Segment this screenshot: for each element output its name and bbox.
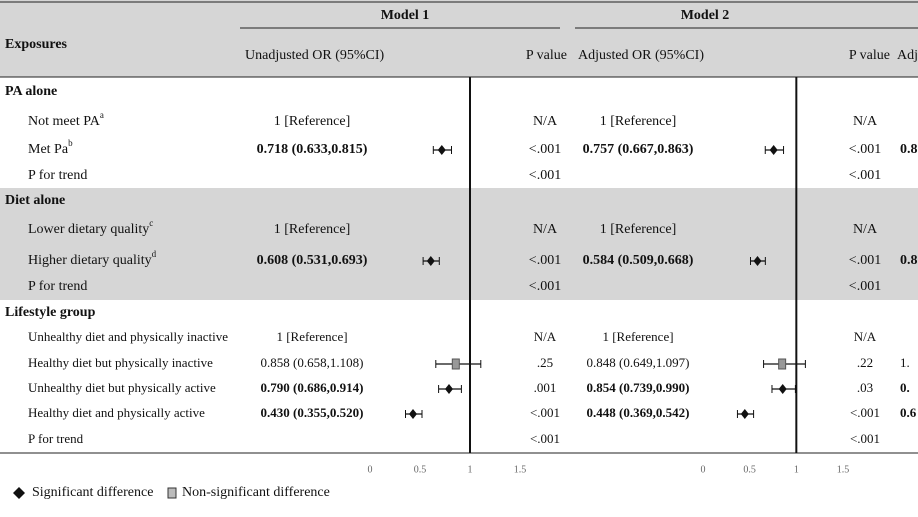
tick-label: 0	[701, 464, 706, 475]
section-band	[0, 188, 918, 300]
header-band	[0, 0, 918, 77]
point-estimate	[778, 358, 787, 370]
col-heading: Unadjusted OR (95%CI)	[245, 48, 385, 63]
model3-text: 1.	[900, 355, 910, 370]
tick-label: 0.5	[414, 464, 427, 475]
superscript: b	[68, 138, 73, 148]
p-value: .001	[534, 380, 557, 395]
or-text: 1 [Reference]	[276, 329, 347, 344]
point-estimate	[753, 256, 762, 266]
row-label: P for trend	[28, 168, 87, 183]
row-label: Healthy diet but physically inactive	[28, 355, 213, 370]
model2-heading: Model 2	[681, 8, 730, 23]
superscript: d	[152, 249, 157, 259]
p-value: <.001	[850, 405, 880, 420]
row-label: Unhealthy diet and physically inactive	[28, 329, 228, 344]
model3-text: 0.6	[900, 405, 917, 420]
or-text: 1 [Reference]	[274, 114, 351, 129]
point-estimate	[445, 384, 453, 394]
point-estimate	[437, 145, 446, 155]
p-value: <.001	[849, 142, 881, 157]
tick-label: 1.5	[514, 464, 527, 475]
p-value: .25	[537, 355, 553, 370]
row-label: Higher dietary qualityd	[28, 249, 157, 268]
p-value: <.001	[529, 279, 561, 294]
or-text: 0.448 (0.369,0.542)	[587, 405, 690, 420]
p-value: <.001	[529, 168, 561, 183]
point-estimate	[769, 145, 778, 155]
row-label: Met Pab	[28, 138, 73, 157]
exposures-heading: Exposures	[5, 37, 68, 52]
or-text: 1 [Reference]	[602, 329, 673, 344]
section-title: Diet alone	[5, 193, 65, 208]
or-text: 0.854 (0.739,0.990)	[587, 380, 690, 395]
or-text: 0.790 (0.686,0.914)	[261, 380, 364, 395]
legend-diamond	[13, 487, 25, 499]
model3-text: 0.8	[900, 253, 918, 268]
col-heading: Adj	[897, 48, 918, 63]
p-value: <.001	[849, 253, 881, 268]
or-text: 0.608 (0.531,0.693)	[257, 253, 368, 268]
point-estimate	[778, 384, 787, 394]
tick-label: 1	[794, 464, 799, 475]
p-value: N/A	[853, 114, 878, 129]
tick-label: 1.5	[837, 464, 850, 475]
col-heading: Adjusted OR (95%CI)	[578, 48, 704, 63]
tick-label: 0.5	[743, 464, 756, 475]
point-estimate	[740, 409, 749, 419]
section-title: Lifestyle group	[5, 305, 96, 320]
p-value: <.001	[529, 142, 561, 157]
backgrounds	[0, 188, 918, 300]
p-value: N/A	[534, 329, 557, 344]
p-value: <.001	[850, 431, 880, 446]
or-text: 0.848 (0.649,1.097)	[587, 355, 690, 370]
p-value: <.001	[530, 405, 560, 420]
p-value: N/A	[533, 222, 558, 237]
p-value: <.001	[849, 168, 881, 183]
or-text: 0.430 (0.355,0.520)	[261, 405, 364, 420]
tick-label: 0	[368, 464, 373, 475]
point-estimate	[451, 358, 460, 370]
row-label: P for trend	[28, 279, 87, 294]
p-value: N/A	[854, 329, 877, 344]
or-text: 0.718 (0.633,0.815)	[257, 142, 368, 157]
p-value: <.001	[530, 431, 560, 446]
col-heading: P value	[526, 48, 567, 63]
p-value: <.001	[529, 253, 561, 268]
p-value: .22	[857, 355, 873, 370]
row-label: P for trend	[28, 431, 84, 446]
or-text: 0.584 (0.509,0.668)	[583, 253, 694, 268]
point-estimate	[426, 256, 435, 266]
or-text: 1 [Reference]	[600, 222, 677, 237]
superscript: a	[100, 110, 104, 120]
point-estimate	[409, 409, 417, 419]
legend-square	[167, 487, 177, 499]
row-label: Not meet PAa	[28, 110, 104, 129]
p-value: <.001	[849, 279, 881, 294]
model3-text: 0.	[900, 380, 910, 395]
superscript: c	[149, 218, 153, 228]
row-label: Healthy diet and physically active	[28, 405, 205, 420]
or-text: 1 [Reference]	[600, 114, 677, 129]
p-value: .03	[857, 380, 873, 395]
or-text: 0.757 (0.667,0.863)	[583, 142, 694, 157]
or-text: 0.858 (0.658,1.108)	[261, 355, 364, 370]
section-title: PA alone	[5, 84, 57, 99]
legend-label: Significant difference	[32, 485, 153, 500]
p-value: N/A	[853, 222, 878, 237]
row-label: Lower dietary qualityc	[28, 218, 153, 237]
p-value: N/A	[533, 114, 558, 129]
or-text: 1 [Reference]	[274, 222, 351, 237]
model3-text: 0.8	[900, 142, 918, 157]
model1-heading: Model 1	[381, 8, 430, 23]
col-heading: P value	[849, 48, 890, 63]
tick-label: 1	[468, 464, 473, 475]
row-label: Unhealthy diet but physically active	[28, 380, 216, 395]
legend-label: Non-significant difference	[182, 485, 330, 500]
